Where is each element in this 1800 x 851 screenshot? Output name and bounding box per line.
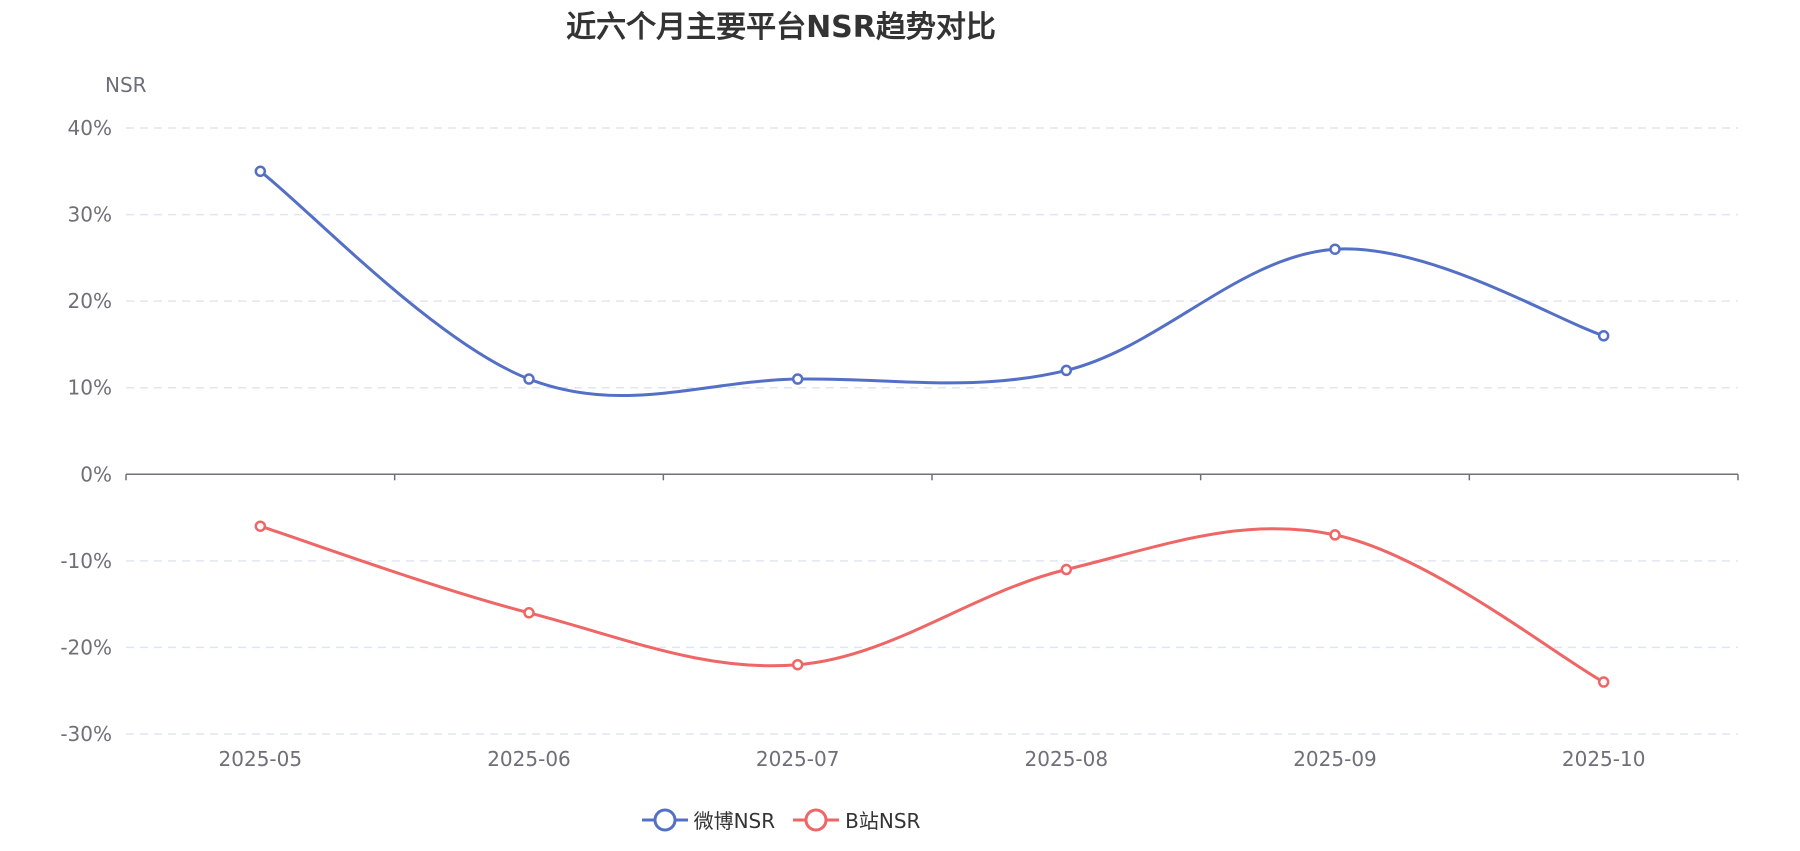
legend-marker-weibo xyxy=(641,808,688,831)
x-tick-label: 2025-07 xyxy=(756,747,840,771)
data-point-0 xyxy=(254,165,267,178)
legend-item-weibo[interactable]: 微博NSR xyxy=(641,805,776,834)
y-tick-label: 0% xyxy=(80,462,112,486)
legend-label-bilibili: B站NSR xyxy=(845,809,921,833)
y-tick-label: 30% xyxy=(68,203,112,227)
x-tick-label: 2025-08 xyxy=(1025,747,1109,771)
y-axis-name: NSR xyxy=(105,73,147,97)
y-tick-label: 10% xyxy=(68,376,112,400)
data-point-1 xyxy=(523,607,535,619)
legend-item-bilibili[interactable]: B站NSR xyxy=(793,805,920,834)
x-tick-label: 2025-06 xyxy=(487,747,571,771)
x-tick-label: 2025-09 xyxy=(1293,747,1377,771)
data-point-0 xyxy=(1329,243,1341,255)
data-point-0 xyxy=(791,373,804,385)
data-point-0 xyxy=(1060,364,1073,377)
data-point-1 xyxy=(1060,563,1073,576)
series-line-0 xyxy=(259,170,1605,398)
data-point-1 xyxy=(1597,676,1610,688)
legend-label-weibo: 微博NSR xyxy=(693,809,776,833)
legend: 微博NSR B站NSR xyxy=(0,805,1562,834)
legend-marker-bilibili xyxy=(793,808,840,831)
grid-lines xyxy=(126,127,1738,735)
y-tick-label: -10% xyxy=(60,549,112,573)
series-line-1 xyxy=(259,524,1605,684)
axes: 40% 30% 20% 10% 0% -10% -20% -30% 2025-05 2025-06… xyxy=(60,116,1739,771)
data-point-1 xyxy=(1329,529,1341,541)
y-tick-label: 40% xyxy=(68,116,112,140)
y-tick-label: -30% xyxy=(60,722,112,746)
series-lines xyxy=(254,165,1610,688)
x-tick-label: 2025-10 xyxy=(1562,747,1646,771)
data-point-1 xyxy=(254,520,267,532)
data-point-0 xyxy=(523,373,535,385)
x-tick-label: 2025-05 xyxy=(219,747,303,771)
y-tick-label: -20% xyxy=(60,635,112,659)
y-tick-label: 20% xyxy=(68,289,112,313)
chart-title: 近六个月主要平台NSR趋势对比 xyxy=(566,10,996,45)
data-point-0 xyxy=(1597,330,1610,342)
data-point-1 xyxy=(791,658,804,671)
